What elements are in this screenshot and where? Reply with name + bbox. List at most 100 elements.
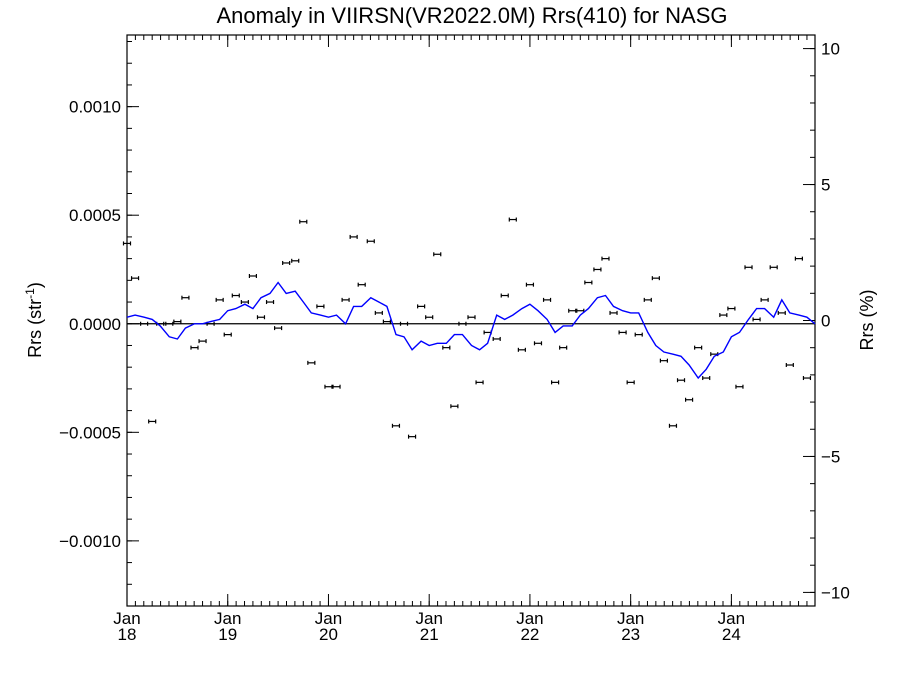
x-tick-year: 18 [118, 625, 137, 644]
anomaly-point [256, 315, 266, 320]
anomaly-point [752, 317, 761, 322]
anomaly-point [559, 345, 568, 350]
plot-area [126, 34, 816, 607]
anomaly-point [618, 330, 627, 335]
anomaly-point [357, 282, 366, 287]
anomaly-point [366, 239, 375, 244]
x-tick-month: Jan [718, 609, 745, 628]
anomaly-point [659, 358, 669, 363]
anomaly-point [760, 297, 769, 302]
anomaly-point [626, 380, 635, 385]
anomaly-point [223, 332, 232, 337]
right-tick-label: 10 [821, 40, 840, 59]
anomaly-point [719, 313, 728, 318]
anomaly-point [684, 397, 694, 402]
anomaly-point [551, 380, 560, 385]
running-mean-line [126, 281, 816, 380]
anomaly-point [584, 280, 593, 285]
anomaly-point [576, 308, 585, 313]
anomaly-point [542, 297, 552, 302]
anomaly-point [215, 297, 224, 302]
anomaly-point [609, 310, 618, 315]
anomaly-point [173, 319, 182, 324]
x-tick-year: 23 [621, 625, 640, 644]
anomaly-point [777, 310, 786, 315]
anomaly-point [248, 273, 258, 278]
x-tick-month: Jan [315, 609, 342, 628]
anomaly-point [735, 384, 744, 389]
anomaly-points [122, 217, 812, 439]
anomaly-point [165, 321, 174, 326]
anomaly-point [307, 360, 316, 365]
anomaly-point [332, 384, 341, 389]
anomaly-point [643, 297, 652, 302]
anomaly-point [130, 276, 140, 281]
anomaly-point [240, 300, 249, 305]
left-y-axis-label-close: ) [25, 282, 45, 288]
anomaly-point [417, 304, 426, 309]
anomaly-point [634, 332, 643, 337]
anomaly-point [324, 384, 333, 389]
anomaly-point [148, 419, 157, 424]
anomaly-point [341, 297, 350, 302]
anomaly-point [349, 234, 358, 239]
anomaly-point [140, 321, 149, 326]
plot-frame [126, 34, 816, 607]
x-tick-year: 22 [520, 625, 539, 644]
anomaly-point [785, 363, 794, 368]
anomaly-point [122, 241, 132, 246]
left-y-axis-label-superscript: -1 [23, 288, 37, 299]
anomaly-point [382, 319, 391, 324]
right-y-axis-label: Rrs (%) [857, 290, 877, 351]
left-tick-label: 0.0010 [69, 98, 121, 117]
anomaly-point [467, 315, 476, 320]
anomaly-point [525, 282, 535, 287]
anomaly-point [190, 345, 199, 350]
anomaly-point [291, 258, 300, 263]
anomaly-point [492, 336, 501, 341]
anomaly-point [374, 310, 383, 315]
anomaly-point [568, 308, 577, 313]
anomaly-point [198, 339, 207, 344]
x-tick-month: Jan [214, 609, 241, 628]
anomaly-point [500, 293, 509, 298]
left-y-axis: 0.0010 0.0005 0.0000 −0.0005 −0.0010 [59, 41, 139, 607]
x-tick-month: Jan [516, 609, 543, 628]
anomaly-point [802, 376, 812, 381]
anomaly-point [231, 293, 240, 298]
anomaly-point [458, 321, 467, 326]
left-tick-label: 0.0005 [69, 206, 121, 225]
anomaly-point [273, 326, 283, 331]
x-tick-year: 19 [218, 625, 237, 644]
anomaly-point [744, 265, 753, 270]
left-tick-label: −0.0005 [59, 423, 121, 442]
anomaly-point [391, 423, 401, 428]
right-tick-label: −10 [821, 583, 850, 602]
anomaly-point [676, 378, 686, 383]
anomaly-point [651, 276, 660, 281]
anomaly-point [299, 219, 308, 224]
anomaly-point [442, 345, 451, 350]
anomaly-point [601, 256, 610, 261]
chart-title: Anomaly in VIIRSN(VR2022.0M) Rrs(410) fo… [216, 3, 727, 28]
anomaly-point [450, 404, 459, 409]
anomaly-point [517, 347, 526, 352]
anomaly-point [702, 376, 711, 381]
left-tick-label: −0.0010 [59, 532, 121, 551]
x-tick-month: Jan [113, 609, 140, 628]
anomaly-point [433, 252, 442, 257]
x-tick-year: 24 [722, 625, 741, 644]
anomaly-point [769, 265, 778, 270]
anomaly-point [316, 304, 325, 309]
right-tick-label: 5 [821, 176, 830, 195]
anomaly-point [407, 434, 417, 439]
anomaly-point [475, 380, 484, 385]
anomaly-point [533, 341, 543, 346]
anomaly-point [593, 267, 602, 272]
anomaly-point [794, 256, 803, 261]
anomaly-point [508, 217, 517, 222]
anomaly-point [399, 321, 409, 326]
anomaly-point [265, 300, 275, 305]
left-y-axis-label-text: Rrs (str [25, 299, 45, 358]
